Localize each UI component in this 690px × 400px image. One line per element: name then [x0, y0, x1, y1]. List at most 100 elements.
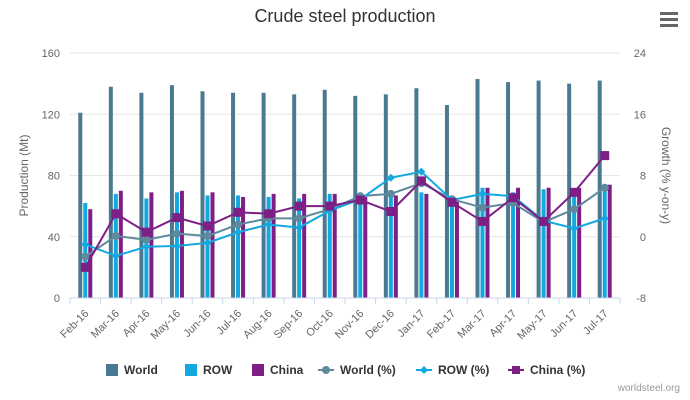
row-bar: [419, 192, 424, 298]
bars: [78, 79, 612, 298]
y-right-axis-title: Growth (% y-on-y): [659, 127, 673, 224]
row-pct-point: [570, 224, 579, 233]
row-pct-point: [600, 214, 609, 223]
legend[interactable]: World ROW China World (%) ROW (%) China (%): [106, 363, 585, 377]
world-bar: [292, 94, 297, 298]
world-bar: [567, 83, 572, 298]
y-left-tick-label: 40: [48, 232, 60, 244]
china-pct-point: [294, 201, 304, 211]
row-pct-point: [478, 189, 487, 198]
china-bar: [516, 187, 521, 298]
china-pct-point: [80, 262, 90, 272]
row-bar: [358, 196, 363, 298]
china-bar: [607, 184, 612, 298]
y-right-tick-label: 8: [640, 171, 646, 183]
china-bar: [393, 195, 398, 298]
legend-item[interactable]: World: [106, 363, 158, 377]
china-pct-point: [355, 195, 365, 205]
row-bar: [297, 198, 302, 298]
china-pct-point: [539, 216, 549, 226]
legend-marker: [420, 366, 428, 374]
china-pct-point: [325, 201, 335, 211]
y-right-tick-label: -8: [636, 293, 646, 305]
row-bar: [327, 193, 332, 298]
china-pct-line: [84, 154, 606, 268]
world-bar: [414, 88, 419, 298]
china-pct-point: [233, 207, 243, 217]
row-bar: [572, 192, 577, 298]
china-bar: [149, 192, 154, 298]
lines: [80, 151, 610, 272]
china-pct-point: [569, 187, 579, 197]
x-tick-label: Jan-17: [395, 308, 427, 340]
y-right-tick-label: 16: [634, 109, 646, 121]
row-pct-point: [234, 228, 243, 237]
world-bar: [261, 92, 266, 298]
china-bar: [424, 193, 429, 298]
y-left-tick-label: 120: [42, 109, 60, 121]
x-tick-label: Sep-16: [272, 308, 306, 342]
legend-item[interactable]: ROW: [185, 363, 233, 377]
legend-label: China: [270, 363, 304, 377]
china-bar: [454, 201, 459, 298]
row-bar: [449, 200, 454, 298]
y-left-tick-label: 0: [54, 293, 60, 305]
row-pct-point: [203, 238, 212, 247]
world-pct-point: [386, 189, 395, 198]
x-tick-label: Feb-16: [58, 308, 91, 341]
row-pct-point: [142, 242, 151, 251]
x-tick-label: Apr-16: [121, 308, 153, 340]
china-bar: [179, 190, 184, 298]
hamburger-menu-icon[interactable]: [660, 12, 678, 28]
row-bar: [480, 187, 485, 298]
y-right-tick-label: 0: [640, 232, 646, 244]
china-bar: [332, 193, 337, 298]
y-left-axis-title: Production (Mt): [17, 134, 31, 216]
world-pct-point: [478, 203, 487, 212]
legend-item[interactable]: World (%): [318, 363, 396, 377]
x-tick-label: Feb-17: [425, 308, 458, 341]
x-tick-label: Apr-17: [487, 308, 519, 340]
world-bar: [108, 86, 113, 298]
legend-item[interactable]: China (%): [508, 363, 585, 377]
world-bar: [475, 79, 480, 298]
y-right-tick-label: 24: [634, 48, 646, 60]
x-tick-label: Aug-16: [241, 308, 275, 342]
legend-label: China (%): [530, 363, 585, 377]
world-bar: [444, 105, 449, 298]
row-bar: [113, 193, 118, 298]
row-bar: [266, 196, 271, 298]
legend-label: ROW: [203, 363, 233, 377]
china-pct-point: [416, 176, 426, 186]
legend-item[interactable]: China: [252, 363, 304, 377]
legend-swatch: [252, 364, 264, 376]
world-bar: [322, 89, 327, 298]
row-pct-point: [264, 220, 273, 229]
x-tick-label: Dec-16: [363, 308, 397, 342]
china-pct-point: [508, 193, 518, 203]
x-tick-label: Nov-16: [333, 308, 367, 342]
legend-item[interactable]: ROW (%): [416, 363, 489, 377]
china-pct-point: [478, 216, 487, 226]
world-pct-point: [203, 231, 212, 240]
x-tick-label: May-17: [515, 308, 549, 342]
world-pct-point: [111, 231, 120, 240]
world-bar: [78, 112, 83, 298]
x-tick-label: Mar-16: [89, 308, 122, 341]
world-pct-point: [600, 183, 609, 192]
credit-link[interactable]: worldsteel.org: [617, 383, 680, 394]
legend-label: World (%): [340, 363, 396, 377]
x-tick-label: Jun-16: [181, 308, 213, 340]
world-bar: [506, 82, 511, 298]
china-bar: [546, 187, 551, 298]
chart-title: Crude steel production: [254, 6, 436, 26]
row-bar: [236, 195, 241, 298]
world-bar: [383, 94, 388, 298]
x-tick-label: Jul-16: [215, 308, 245, 338]
row-bar: [541, 189, 546, 298]
x-tick-label: Jun-17: [548, 308, 580, 340]
world-pct-point: [142, 235, 151, 244]
china-bar: [118, 190, 123, 298]
row-pct-point: [172, 241, 181, 250]
